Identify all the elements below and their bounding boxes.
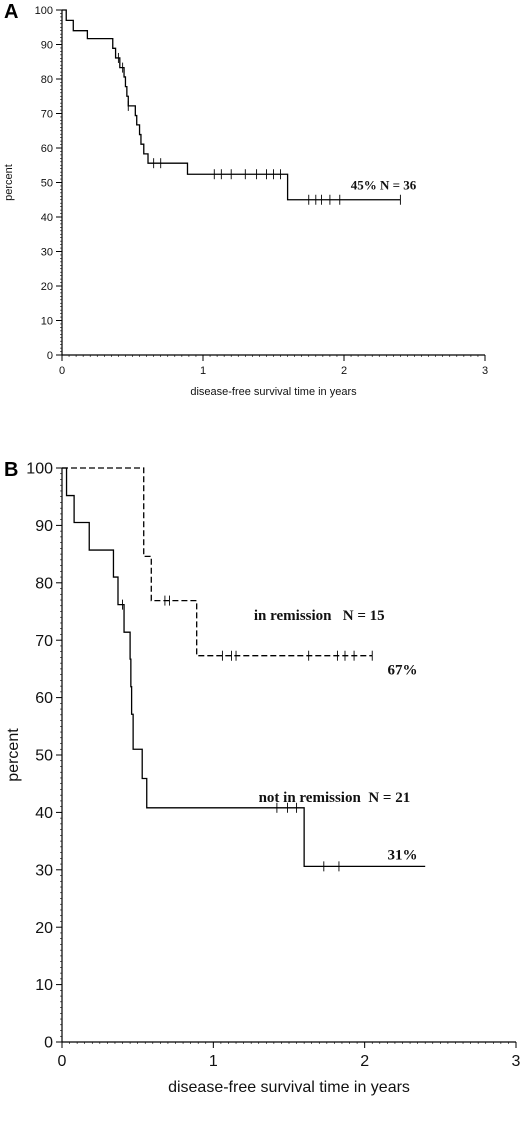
- panel-b-annotation: in remission N = 15: [254, 608, 385, 624]
- panel-b-y-tick-label: 20: [35, 920, 53, 937]
- panel-b-y-tick-label: 50: [35, 748, 53, 765]
- panel-b-x-tick-label: 0: [58, 1053, 67, 1070]
- panel-b-y-tick-label: 30: [35, 862, 53, 879]
- panel-b-annotation: 31%: [388, 847, 418, 863]
- panel-b-y-tick-label: 10: [35, 977, 53, 994]
- panel-b-x-axis-label: disease-free survival time in years: [168, 1079, 410, 1096]
- panel-a-y-tick-label: 10: [41, 315, 53, 327]
- panel-b-y-tick-label: 70: [35, 633, 53, 650]
- panel-b-y-tick-label: 80: [35, 575, 53, 592]
- panel-a-x-tick-label: 1: [200, 365, 206, 377]
- panel-a-y-tick-label: 30: [41, 246, 53, 258]
- panel-b-y-tick-label: 0: [44, 1035, 53, 1052]
- panel-b-y-tick-label: 60: [35, 690, 53, 707]
- panel-a-y-tick-label: 100: [35, 5, 53, 17]
- panel-b-letter: B: [4, 459, 18, 481]
- panel-a-y-tick-label: 60: [41, 143, 53, 155]
- panel-b-x-tick-label: 1: [209, 1053, 218, 1070]
- panel-a-y-tick-label: 70: [41, 108, 53, 120]
- panel-a-y-tick-label: 80: [41, 74, 53, 86]
- panel-b-series-dashed-line: [62, 467, 373, 657]
- panel-b-chart: 0 10 20 30 40 50 60 70 80 90 100 0 1 2 3 disease-free s…: [5, 461, 520, 1096]
- panel-a-x-tick-label: 0: [59, 365, 65, 377]
- panel-b-y-tick-label: 90: [35, 518, 53, 535]
- panel-a-y-axis-label: percent: [3, 164, 15, 201]
- panel-a-y-tick-label: 40: [41, 212, 53, 224]
- panel-a-y-tick-label: 90: [41, 39, 53, 51]
- panel-a-chart: 0 10 20 30 40 50 60 70 80 90 100 0 1 2 3 disease-free s…: [3, 5, 488, 398]
- panel-b-x-tick-label: 3: [512, 1053, 520, 1070]
- panel-b-y-axis-label: percent: [5, 728, 22, 782]
- panel-b-x-tick-label: 2: [360, 1053, 369, 1070]
- panel-a-letter: A: [4, 1, 18, 23]
- panel-a-y-tick-label: 0: [47, 350, 53, 362]
- panel-a-annotation: 45% N = 36: [351, 177, 417, 192]
- panel-b-annotation: 67%: [388, 663, 418, 679]
- panel-a-x-tick-label: 3: [482, 365, 488, 377]
- panel-b-annotation: not in remission N = 21: [259, 790, 411, 806]
- panel-a-x-tick-label: 2: [341, 365, 347, 377]
- panel-a-x-axis-label: disease-free survival time in years: [190, 386, 357, 398]
- panel-b-y-tick-label: 40: [35, 805, 53, 822]
- panel-b-series-solid-line: [62, 467, 426, 868]
- panel-a-y-tick-label: 20: [41, 281, 53, 293]
- panel-b-y-tick-label: 100: [26, 461, 53, 478]
- panel-a-series-solid-line: [62, 9, 401, 201]
- panel-a-y-tick-label: 50: [41, 177, 53, 189]
